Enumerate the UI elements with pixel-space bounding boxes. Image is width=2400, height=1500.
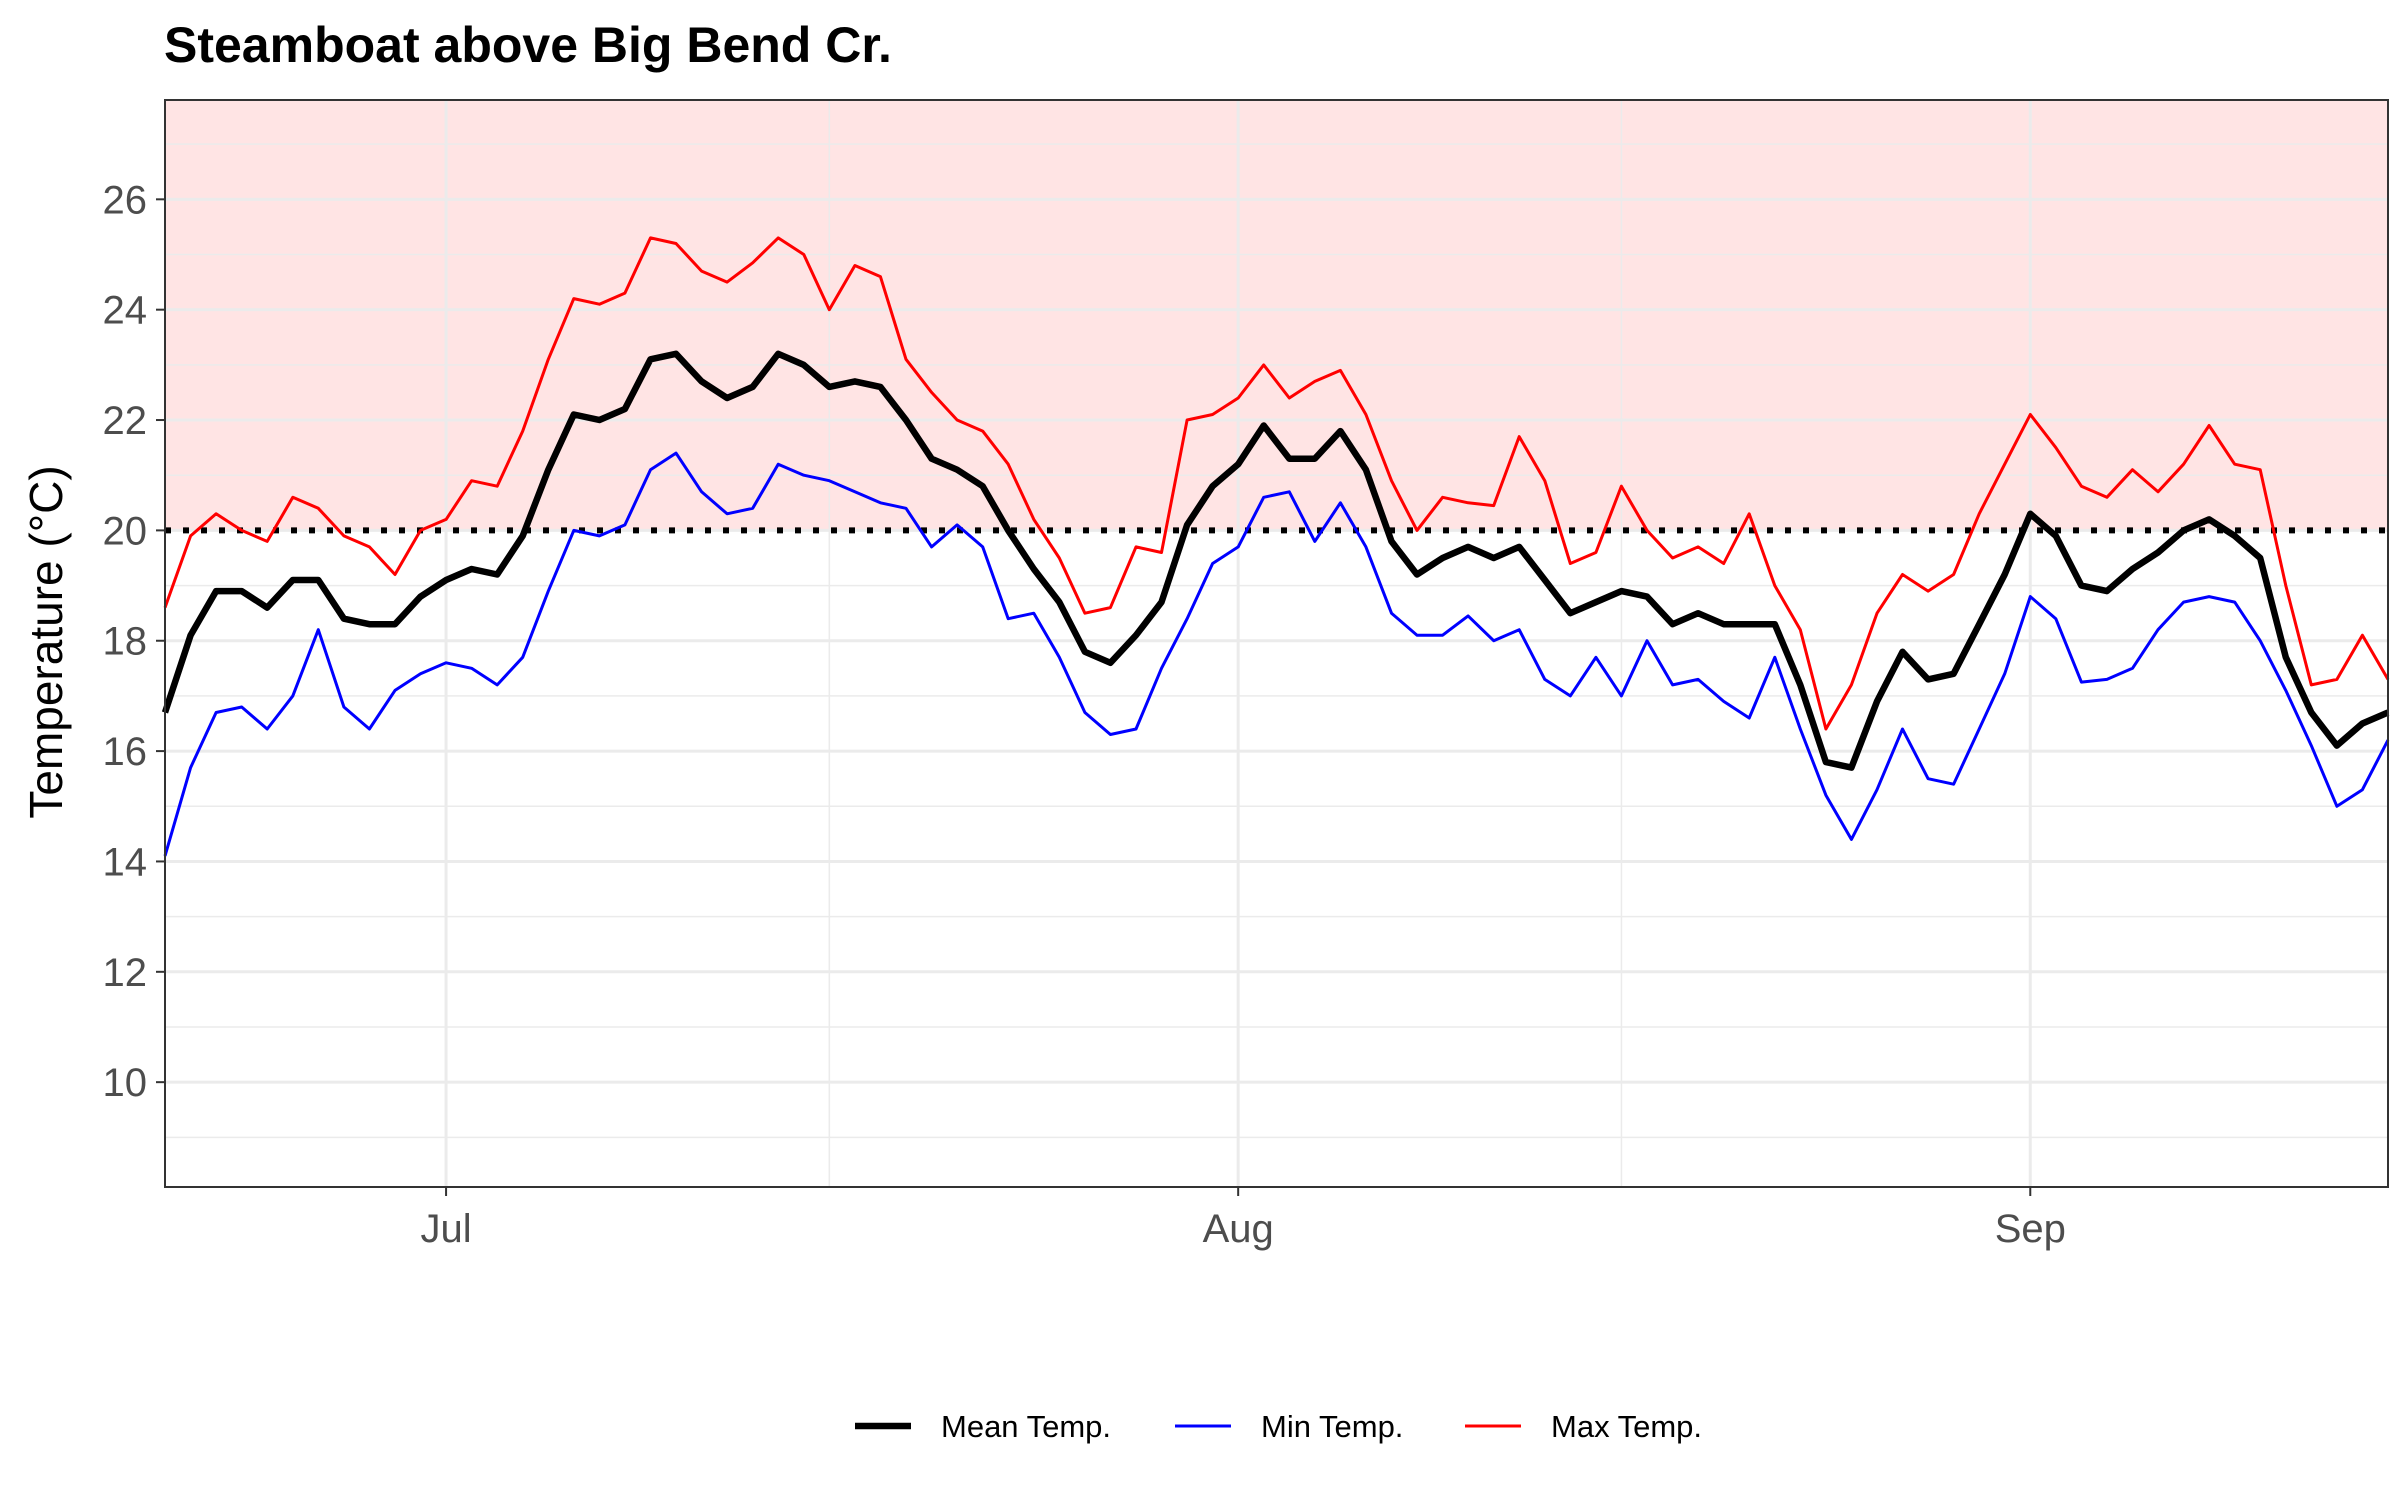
y-tick-label: 10	[103, 1061, 148, 1105]
x-tick-label: Sep	[1995, 1207, 2066, 1251]
y-tick-label: 20	[103, 509, 148, 553]
x-tick-label: Jul	[420, 1207, 471, 1251]
y-tick-label: 22	[103, 399, 148, 443]
x-tick-label: Aug	[1203, 1207, 1274, 1251]
legend-label-min-temp: Min Temp.	[1261, 1409, 1403, 1444]
y-tick-label: 12	[103, 951, 148, 995]
y-tick-label: 16	[103, 730, 148, 774]
y-tick-label: 18	[103, 620, 148, 664]
legend-item-min-temp: Min Temp.	[1175, 1409, 1403, 1444]
y-tick-label: 14	[103, 840, 148, 884]
minor-gridlines	[165, 100, 2388, 1187]
y-tick-label: 24	[103, 289, 148, 333]
y-axis: 10 12 14 16 18 20 22 24 26	[103, 178, 165, 1105]
above-threshold-shaded-region	[165, 100, 2388, 531]
y-tick-label: 26	[103, 178, 148, 222]
legend-label-max-temp: Max Temp.	[1551, 1409, 1702, 1444]
major-gridlines	[165, 100, 2388, 1187]
legend-item-mean-temp: Mean Temp.	[855, 1409, 1111, 1444]
x-axis: Jul Aug Sep	[420, 1187, 2066, 1251]
legend-label-mean-temp: Mean Temp.	[941, 1409, 1111, 1444]
series-lines	[161, 236, 2390, 857]
legend: Mean Temp. Min Temp. Max Temp.	[855, 1409, 1702, 1444]
legend-item-max-temp: Max Temp.	[1465, 1409, 1702, 1444]
chart-title: Steamboat above Big Bend Cr.	[164, 17, 892, 73]
series-line-mean-temp	[161, 350, 2390, 771]
panel-border	[164, 99, 2389, 1188]
series-line-min-temp	[163, 451, 2390, 857]
plot-panel	[161, 99, 2390, 1188]
series-line-max-temp	[163, 236, 2390, 731]
y-axis-title: Temperature (°C)	[20, 465, 72, 818]
